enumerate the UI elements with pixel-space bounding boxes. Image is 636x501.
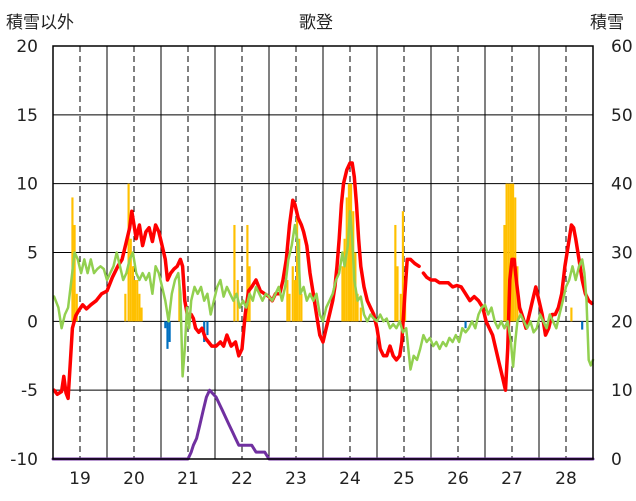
left-tick-label: -10 — [10, 450, 38, 470]
bar-orange — [347, 183, 350, 322]
bar-blue — [581, 321, 584, 330]
bar-orange — [394, 224, 397, 322]
right-tick-label: 20 — [611, 312, 633, 332]
x-tick-label: 24 — [339, 469, 361, 489]
series-lines — [51, 161, 595, 461]
bar-orange — [134, 280, 137, 322]
bar-orange — [341, 266, 344, 322]
bar-orange — [296, 211, 299, 322]
right-tick-label: 50 — [611, 106, 633, 126]
left-tick-label: 20 — [16, 37, 38, 57]
bar-orange — [396, 266, 399, 322]
right-tick-label: 0 — [611, 450, 622, 470]
bar-blue — [164, 321, 167, 329]
bar-orange — [73, 224, 76, 322]
bar-orange — [356, 293, 359, 322]
left-tick-label: 10 — [16, 175, 38, 195]
x-tick-label: 19 — [69, 469, 91, 489]
left-y-axis: 20 15 10 5 0 -5 -10 — [10, 37, 38, 470]
left-tick-label: 5 — [27, 244, 38, 264]
bar-orange — [300, 293, 303, 322]
bar-orange — [124, 293, 127, 322]
chart-title: 歌登 — [299, 13, 333, 33]
x-tick-label: 27 — [501, 469, 523, 489]
bar-orange — [286, 280, 289, 322]
x-tick-label: 26 — [447, 469, 469, 489]
x-tick-label: 20 — [123, 469, 145, 489]
bar-orange — [570, 307, 573, 322]
bar-orange — [512, 183, 515, 322]
x-tick-label: 28 — [555, 469, 577, 489]
plot-border — [52, 45, 594, 460]
grid — [53, 46, 593, 459]
left-axis-label: 積雪以外 — [6, 13, 74, 33]
right-tick-label: 40 — [611, 175, 633, 195]
bar-orange — [71, 197, 74, 322]
x-tick-label: 21 — [177, 469, 199, 489]
right-tick-label: 10 — [611, 381, 633, 401]
bar-orange — [131, 266, 134, 322]
bar-orange — [293, 280, 296, 322]
bar-orange — [401, 211, 404, 322]
bar-orange — [359, 307, 362, 322]
bar-orange — [140, 307, 143, 322]
bar-orange — [509, 183, 512, 322]
x-tick-label: 25 — [393, 469, 415, 489]
series-line-purple-3 — [51, 388, 595, 461]
bar-orange — [233, 224, 236, 322]
bar-orange — [75, 293, 78, 322]
bar-orange — [343, 238, 346, 322]
bar-blue — [166, 321, 169, 349]
right-tick-label: 60 — [611, 37, 633, 57]
bar-orange — [129, 238, 132, 322]
x-axis: 19 20 21 22 23 24 25 26 27 28 — [69, 469, 577, 489]
series-line-red-1 — [421, 223, 594, 392]
x-tick-label: 23 — [285, 469, 307, 489]
series-line-green-2 — [52, 209, 595, 378]
bar-orange — [288, 293, 291, 322]
left-tick-label: 15 — [16, 106, 38, 126]
bar-orange — [136, 280, 139, 322]
bar-orange — [350, 183, 353, 322]
bar-orange — [505, 183, 508, 322]
bar-orange — [507, 183, 510, 322]
right-y-axis: 60 50 40 30 20 10 0 — [611, 37, 633, 470]
bar-orange — [399, 293, 402, 322]
bar-blue — [168, 321, 171, 342]
bar-orange — [138, 293, 141, 322]
bar-orange — [291, 266, 294, 322]
x-tick-label: 22 — [231, 469, 253, 489]
left-tick-label: -5 — [21, 381, 38, 401]
bar-orange — [503, 224, 506, 322]
left-tick-label: 0 — [27, 312, 38, 332]
right-tick-label: 30 — [611, 244, 633, 264]
right-axis-label: 積雪 — [590, 13, 624, 33]
plot-frame — [52, 45, 594, 460]
bar-blue — [464, 321, 467, 329]
bar-orange — [127, 183, 130, 322]
series-line-red-0 — [52, 161, 421, 401]
bar-blue — [206, 321, 209, 336]
bar-orange — [246, 224, 249, 322]
